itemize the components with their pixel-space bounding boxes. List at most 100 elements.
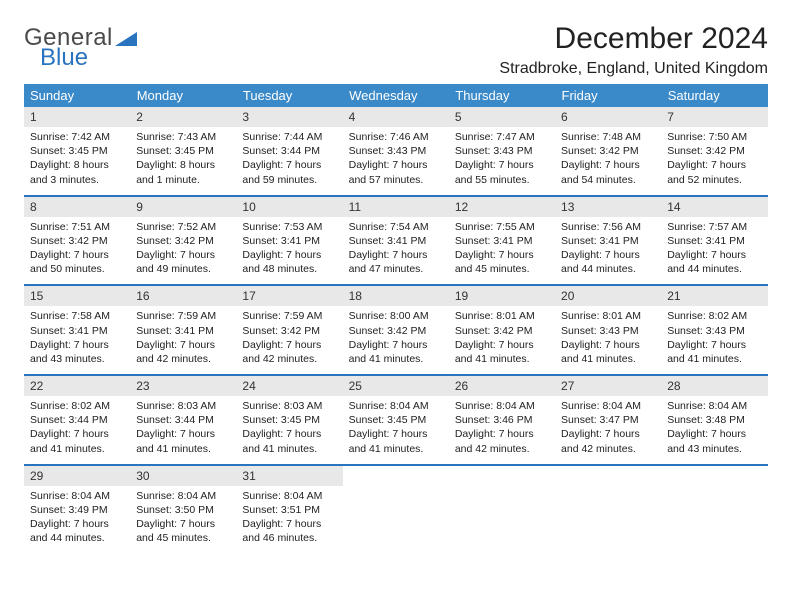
- day-info-line: Sunset: 3:41 PM: [349, 234, 443, 248]
- day-info-line: Daylight: 7 hours: [667, 338, 761, 352]
- day-info-line: and 44 minutes.: [30, 531, 124, 545]
- day-info-line: and 43 minutes.: [667, 442, 761, 456]
- day-info-line: Sunset: 3:44 PM: [136, 413, 230, 427]
- day-info-line: Sunset: 3:41 PM: [30, 324, 124, 338]
- day-info-line: and 46 minutes.: [242, 531, 336, 545]
- day-info-line: and 44 minutes.: [667, 262, 761, 276]
- day-body-cell: [343, 486, 449, 554]
- day-info-line: Sunset: 3:41 PM: [667, 234, 761, 248]
- day-info-line: Sunset: 3:51 PM: [242, 503, 336, 517]
- day-info-line: Daylight: 7 hours: [667, 248, 761, 262]
- day-info-line: Sunrise: 7:44 AM: [242, 130, 336, 144]
- day-info-line: Sunrise: 7:53 AM: [242, 220, 336, 234]
- day-info-line: Sunset: 3:43 PM: [349, 144, 443, 158]
- day-number-cell: 15: [24, 285, 130, 306]
- day-info-line: Sunrise: 8:01 AM: [561, 309, 655, 323]
- day-info-line: Daylight: 7 hours: [349, 338, 443, 352]
- day-info-line: Daylight: 7 hours: [455, 338, 549, 352]
- day-info-line: and 3 minutes.: [30, 173, 124, 187]
- day-info-line: and 55 minutes.: [455, 173, 549, 187]
- day-info-line: Sunrise: 8:04 AM: [667, 399, 761, 413]
- day-number-cell: 7: [661, 107, 767, 127]
- page-header: General Blue December 2024 Stradbroke, E…: [24, 22, 768, 78]
- day-info-line: Sunrise: 8:02 AM: [667, 309, 761, 323]
- day-body-cell: Sunrise: 7:55 AMSunset: 3:41 PMDaylight:…: [449, 217, 555, 286]
- day-info-line: Daylight: 7 hours: [30, 517, 124, 531]
- day-body-cell: Sunrise: 8:02 AMSunset: 3:44 PMDaylight:…: [24, 396, 130, 465]
- day-info-line: and 42 minutes.: [561, 442, 655, 456]
- day-body-cell: [449, 486, 555, 554]
- day-info-line: Sunset: 3:42 PM: [667, 144, 761, 158]
- day-number-cell: 6: [555, 107, 661, 127]
- weekday-header: Tuesday: [236, 84, 342, 107]
- weekday-header-row: Sunday Monday Tuesday Wednesday Thursday…: [24, 84, 768, 107]
- day-info-line: Sunset: 3:46 PM: [455, 413, 549, 427]
- day-number-row: 891011121314: [24, 196, 768, 217]
- day-info-line: Sunset: 3:47 PM: [561, 413, 655, 427]
- day-body-cell: Sunrise: 7:43 AMSunset: 3:45 PMDaylight:…: [130, 127, 236, 196]
- day-body-cell: Sunrise: 8:04 AMSunset: 3:46 PMDaylight:…: [449, 396, 555, 465]
- day-number-cell: 28: [661, 375, 767, 396]
- title-block: December 2024 Stradbroke, England, Unite…: [499, 22, 768, 78]
- day-info-line: and 42 minutes.: [455, 442, 549, 456]
- brand-logo: General Blue: [24, 22, 137, 70]
- weekday-header: Friday: [555, 84, 661, 107]
- day-body-cell: Sunrise: 8:02 AMSunset: 3:43 PMDaylight:…: [661, 306, 767, 375]
- day-info-line: Daylight: 7 hours: [242, 158, 336, 172]
- day-info-line: Daylight: 7 hours: [136, 338, 230, 352]
- day-info-line: Sunrise: 8:04 AM: [136, 489, 230, 503]
- day-info-line: Daylight: 7 hours: [242, 427, 336, 441]
- day-info-line: Sunrise: 7:58 AM: [30, 309, 124, 323]
- day-number-cell: 21: [661, 285, 767, 306]
- day-info-line: Sunrise: 8:04 AM: [455, 399, 549, 413]
- day-info-line: Sunrise: 7:43 AM: [136, 130, 230, 144]
- day-number-row: 22232425262728: [24, 375, 768, 396]
- day-info-line: and 54 minutes.: [561, 173, 655, 187]
- day-info-line: Sunset: 3:45 PM: [349, 413, 443, 427]
- day-number-cell: 1: [24, 107, 130, 127]
- weekday-header: Saturday: [661, 84, 767, 107]
- day-info-line: Daylight: 7 hours: [30, 338, 124, 352]
- day-number-cell: 24: [236, 375, 342, 396]
- day-number-cell: 12: [449, 196, 555, 217]
- day-info-line: Daylight: 7 hours: [667, 158, 761, 172]
- day-number-cell: 19: [449, 285, 555, 306]
- day-info-line: Sunset: 3:41 PM: [455, 234, 549, 248]
- day-body-cell: Sunrise: 8:04 AMSunset: 3:47 PMDaylight:…: [555, 396, 661, 465]
- page-subtitle: Stradbroke, England, United Kingdom: [499, 60, 768, 78]
- day-number-cell: 3: [236, 107, 342, 127]
- day-info-line: Sunset: 3:44 PM: [30, 413, 124, 427]
- day-body-cell: Sunrise: 8:04 AMSunset: 3:49 PMDaylight:…: [24, 486, 130, 554]
- day-info-line: Sunrise: 8:04 AM: [242, 489, 336, 503]
- day-info-line: Sunrise: 7:50 AM: [667, 130, 761, 144]
- day-body-cell: Sunrise: 7:54 AMSunset: 3:41 PMDaylight:…: [343, 217, 449, 286]
- day-info-line: Daylight: 7 hours: [667, 427, 761, 441]
- day-info-line: Sunrise: 7:57 AM: [667, 220, 761, 234]
- day-info-line: Daylight: 7 hours: [242, 517, 336, 531]
- day-body-cell: Sunrise: 7:44 AMSunset: 3:44 PMDaylight:…: [236, 127, 342, 196]
- day-info-line: and 41 minutes.: [455, 352, 549, 366]
- day-info-line: Sunrise: 8:03 AM: [136, 399, 230, 413]
- day-number-cell: 10: [236, 196, 342, 217]
- day-info-line: and 41 minutes.: [561, 352, 655, 366]
- day-info-line: and 44 minutes.: [561, 262, 655, 276]
- logo-word-2: Blue: [40, 46, 137, 70]
- day-info-line: Sunrise: 7:48 AM: [561, 130, 655, 144]
- day-info-line: and 41 minutes.: [349, 352, 443, 366]
- day-info-line: Sunset: 3:42 PM: [455, 324, 549, 338]
- day-body-cell: Sunrise: 8:00 AMSunset: 3:42 PMDaylight:…: [343, 306, 449, 375]
- day-info-line: and 41 minutes.: [30, 442, 124, 456]
- weekday-header: Sunday: [24, 84, 130, 107]
- page-title: December 2024: [499, 22, 768, 56]
- day-body-cell: [661, 486, 767, 554]
- day-info-line: Sunset: 3:49 PM: [30, 503, 124, 517]
- day-info-line: Sunset: 3:41 PM: [561, 234, 655, 248]
- calendar-table: Sunday Monday Tuesday Wednesday Thursday…: [24, 84, 768, 553]
- day-number-row: 1234567: [24, 107, 768, 127]
- day-info-line: and 50 minutes.: [30, 262, 124, 276]
- day-body-cell: Sunrise: 7:46 AMSunset: 3:43 PMDaylight:…: [343, 127, 449, 196]
- day-info-line: Sunset: 3:43 PM: [561, 324, 655, 338]
- day-body-cell: Sunrise: 8:01 AMSunset: 3:42 PMDaylight:…: [449, 306, 555, 375]
- day-info-line: Sunrise: 7:47 AM: [455, 130, 549, 144]
- weekday-header: Wednesday: [343, 84, 449, 107]
